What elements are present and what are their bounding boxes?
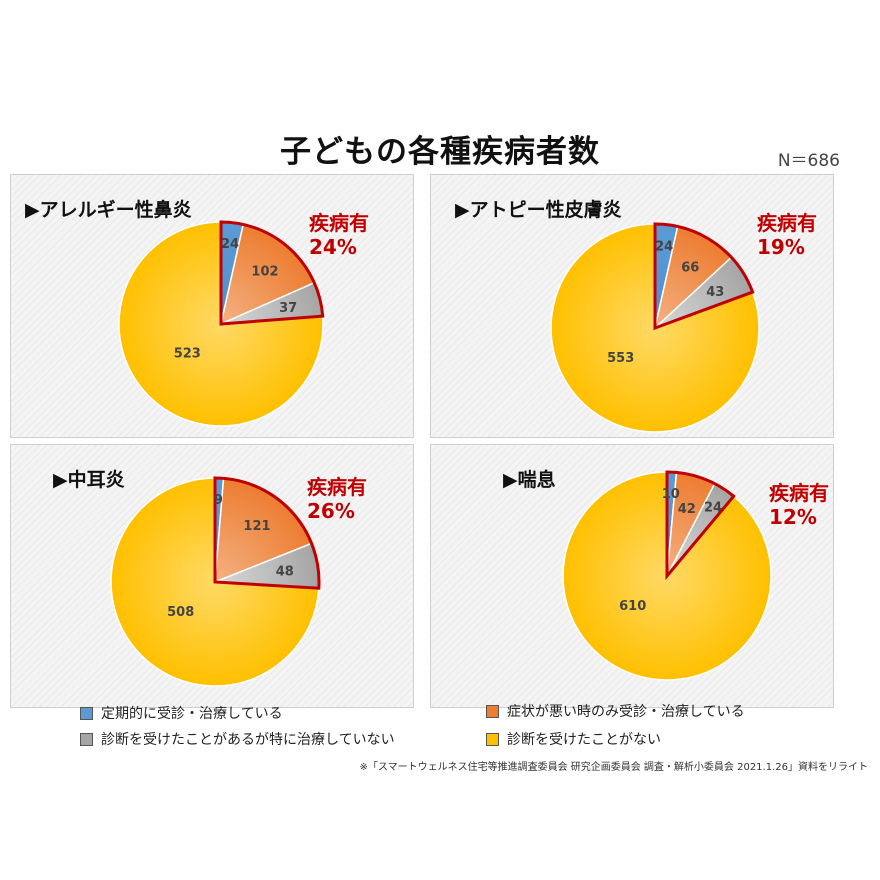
slice-value-label: 43 (706, 285, 724, 300)
chart-title: 子どもの各種疾病者数 (280, 134, 600, 170)
slice-never-diagnosed (118, 221, 324, 427)
slice-value-label: 508 (167, 605, 194, 620)
slice-value-label: 24 (704, 501, 722, 516)
pie-chart: 24 102 37 523 (118, 220, 325, 427)
slice-value-label: 24 (655, 239, 673, 254)
legend-label: 診断を受けたことがあるが特に治療していない (101, 732, 395, 748)
slice-value-label: 102 (251, 264, 278, 279)
slice-value-label: 121 (243, 519, 270, 534)
panel-otitis-media: ▶中耳炎 9 121 48 508 疾病有 26% (10, 444, 414, 708)
disease-outline (213, 476, 321, 590)
disease-label: 疾病有 (307, 475, 367, 499)
legend-swatch (486, 704, 499, 718)
legend-swatch (486, 732, 499, 746)
panel-asthma: ▶喘息 10 42 24 610 疾病有 12% (430, 444, 834, 708)
disease-annotation: 疾病有 26% (307, 475, 367, 523)
slice-value-label: 66 (681, 261, 699, 276)
disease-label: 疾病有 (769, 481, 829, 505)
panel-title: ▶喘息 (503, 469, 556, 491)
disease-percent: 24% (309, 235, 357, 259)
pie-chart: 24 66 43 553 (550, 222, 760, 433)
legend-item-never-diagnosed: 診断を受けたことがない (486, 729, 661, 749)
disease-outline (665, 470, 736, 581)
legend-item-diagnosed-untreated: 診断を受けたことがあるが特に治療していない (80, 729, 395, 749)
slice-value-label: 523 (174, 347, 201, 362)
slice-value-label: 9 (214, 493, 223, 508)
slice-value-label: 24 (221, 237, 239, 252)
legend-label: 定期的に受診・治療している (101, 706, 283, 722)
slice-value-label: 553 (607, 351, 634, 366)
disease-annotation: 疾病有 24% (309, 211, 369, 259)
pie-chart: 9 121 48 508 (110, 476, 321, 687)
disease-percent: 26% (307, 499, 355, 523)
sample-size-label: N＝686 (777, 151, 840, 171)
disease-annotation: 疾病有 12% (769, 481, 829, 529)
panel-title: ▶中耳炎 (53, 469, 125, 491)
panel-atopic-dermatitis: ▶アトピー性皮膚炎 24 66 43 553 疾病有 19% (430, 174, 834, 438)
slice-value-label: 42 (678, 502, 696, 517)
disease-percent: 12% (769, 505, 817, 529)
panel-allergic-rhinitis: ▶アレルギー性鼻炎 24 102 37 523 疾病有 24% (10, 174, 414, 438)
slice-value-label: 610 (619, 599, 646, 614)
slice-value-label: 37 (279, 301, 297, 316)
disease-annotation: 疾病有 19% (757, 211, 817, 259)
slice-value-label: 10 (662, 487, 680, 502)
disease-outline (219, 220, 325, 326)
source-note: ※「スマートウェルネス住宅等推進調査委員会 研究企画委員会 調査・解析小委員会 … (359, 762, 868, 773)
legend-swatch (80, 706, 93, 720)
slice-value-label: 48 (276, 565, 294, 580)
panel-title: ▶アトピー性皮膚炎 (455, 199, 622, 221)
legend-item-symptomatic-treatment: 症状が悪い時のみ受診・治療している (486, 701, 745, 721)
disease-outline (653, 222, 755, 331)
disease-label: 疾病有 (309, 211, 369, 235)
disease-label: 疾病有 (757, 211, 817, 235)
disease-percent: 19% (757, 235, 805, 259)
legend-label: 診断を受けたことがない (507, 732, 661, 748)
legend-swatch (80, 732, 93, 746)
legend-item-regular-treatment: 定期的に受診・治療している (80, 703, 283, 723)
legend-label: 症状が悪い時のみ受診・治療している (507, 704, 745, 720)
panel-title: ▶アレルギー性鼻炎 (25, 199, 192, 221)
